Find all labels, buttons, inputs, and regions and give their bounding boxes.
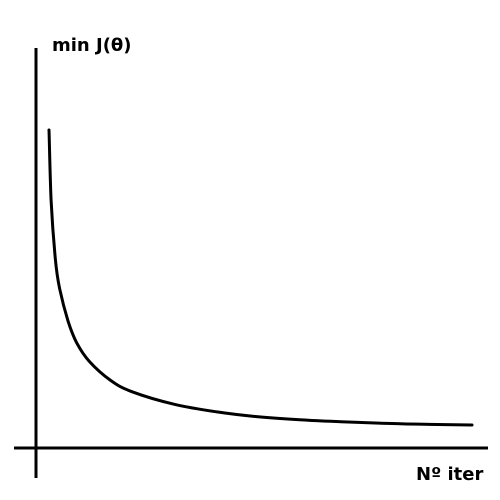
y-axis-label: min J(θ) [52, 35, 132, 56]
series-line [47, 128, 474, 427]
x-axis-label: Nº iter [416, 464, 483, 485]
